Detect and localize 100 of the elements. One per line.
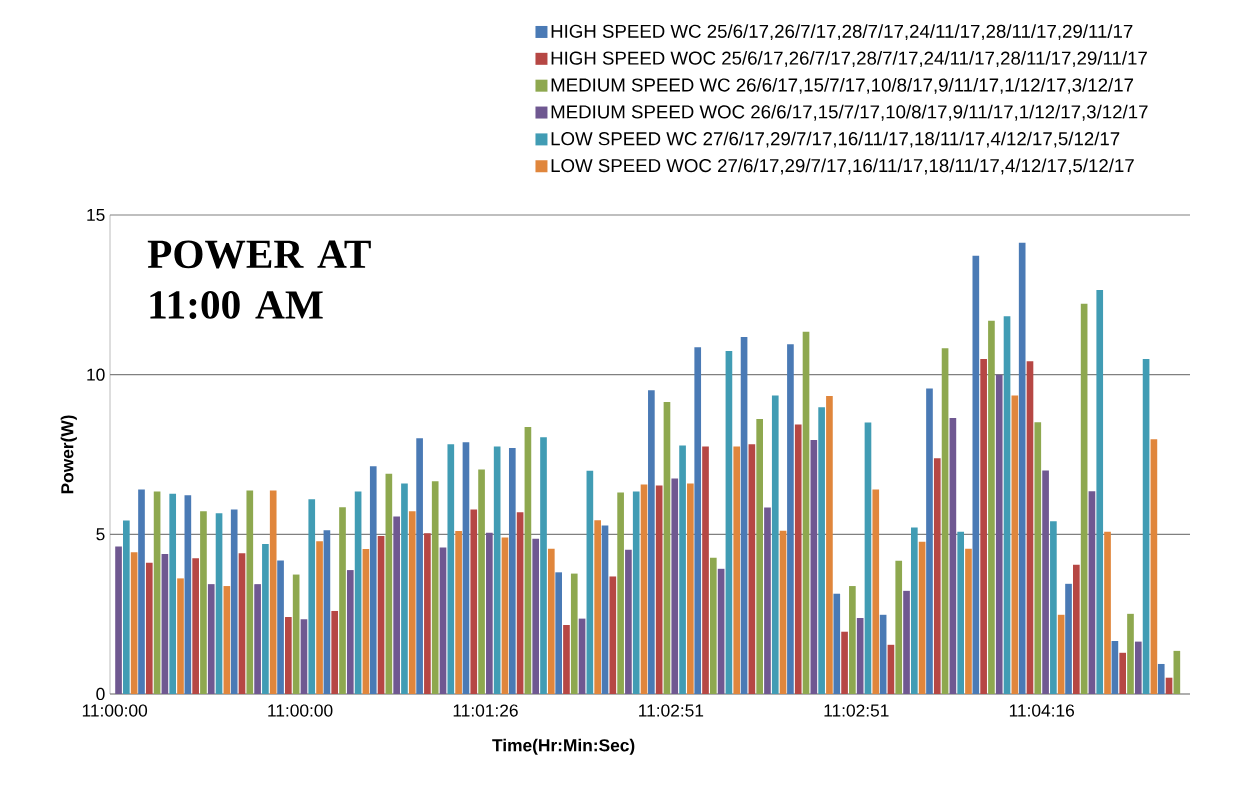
bar — [493, 446, 501, 694]
bar — [1173, 650, 1181, 694]
bar — [957, 531, 965, 694]
bar — [1018, 242, 1026, 694]
bar — [532, 538, 540, 694]
bar — [586, 470, 594, 694]
legend-label: LOW SPEED WOC 27/6/17,29/7/17,16/11/17,18/11/17,4/12/17,5/12/17 — [551, 158, 1134, 175]
bar — [462, 442, 470, 694]
bar — [1104, 531, 1111, 694]
bar — [339, 507, 346, 694]
bar — [401, 483, 408, 694]
x-axis-title: Time(Hr:Min:Sec) — [492, 738, 635, 755]
bar — [1150, 439, 1158, 694]
bar — [617, 492, 624, 694]
bar — [455, 531, 462, 694]
legend-label: MEDIUM SPEED WC 26/6/17,15/7/17,10/8/17,9/11/17,1/12/17,3/12/17 — [551, 77, 1134, 94]
bar — [1065, 583, 1072, 694]
bar — [354, 491, 362, 694]
bar — [540, 437, 547, 694]
bar — [988, 320, 995, 694]
bar — [184, 495, 192, 694]
bar — [1080, 303, 1088, 694]
bar — [200, 511, 207, 694]
bar — [965, 548, 972, 694]
bar — [818, 407, 825, 694]
bar — [1042, 470, 1049, 694]
bar — [872, 489, 880, 694]
bar — [841, 631, 848, 694]
bar — [478, 469, 485, 694]
bar — [331, 610, 339, 694]
bar — [864, 422, 872, 694]
bar — [648, 390, 655, 694]
bar — [439, 547, 447, 694]
bar — [879, 614, 887, 694]
y-tick-label: 10 — [87, 368, 105, 381]
bar — [130, 552, 138, 694]
bar — [1003, 316, 1011, 694]
bar — [856, 617, 864, 694]
bar — [895, 560, 903, 694]
bar — [1073, 564, 1080, 694]
bar — [192, 558, 199, 694]
bar — [594, 520, 601, 694]
bar — [933, 458, 941, 694]
bar — [369, 466, 377, 694]
bar — [1142, 359, 1150, 694]
legend-label: LOW SPEED WC 27/6/17,29/7/17,16/11/17,18/11/17,4/12/17,5/12/17 — [551, 131, 1120, 148]
bar — [385, 473, 393, 694]
bar — [1111, 640, 1119, 694]
text: POWER AT 11:00 AM — [147, 240, 371, 320]
bar — [833, 593, 841, 694]
bar — [153, 491, 161, 694]
bar — [254, 584, 261, 694]
bar — [609, 576, 617, 694]
bar — [207, 584, 215, 694]
bar — [740, 336, 748, 694]
bar — [246, 490, 254, 694]
bar — [779, 530, 787, 694]
bar — [362, 549, 370, 694]
bar — [1119, 652, 1127, 694]
bar — [748, 444, 756, 694]
bar — [424, 533, 431, 694]
bar — [161, 554, 169, 694]
bar — [563, 625, 570, 694]
bar — [416, 438, 423, 694]
bar — [308, 499, 316, 694]
legend-label: HIGH SPEED WC 25/6/17,26/7/17,28/7/17,24/11/17,28/11/17,29/11/17 — [551, 24, 1133, 41]
bar — [756, 419, 763, 694]
bar — [377, 535, 385, 694]
bar — [655, 485, 663, 694]
bar — [1157, 663, 1165, 694]
bar — [1096, 290, 1104, 694]
bar — [316, 541, 323, 694]
bar — [733, 446, 741, 694]
x-tick-label: 11:00:00 — [268, 704, 333, 717]
bar — [516, 512, 524, 694]
bar — [995, 374, 1003, 694]
x-tick-label: 11:01:26 — [453, 704, 518, 717]
x-tick-label: 11:04:16 — [1009, 704, 1075, 717]
bar — [223, 586, 231, 694]
bar — [1011, 395, 1019, 694]
bar — [1034, 422, 1042, 694]
bar — [794, 424, 802, 694]
bar — [1127, 613, 1134, 694]
bar — [810, 440, 818, 694]
bar — [972, 255, 980, 694]
legend-label: HIGH SPEED WOC 25/6/17,26/7/17,28/7/17,24/11/17,28/11/17,29/11/17 — [551, 51, 1147, 67]
bar — [687, 483, 694, 694]
bar — [663, 402, 671, 694]
bar — [524, 427, 532, 694]
bar — [717, 568, 725, 694]
bar — [578, 618, 586, 694]
bar — [725, 351, 733, 694]
bar — [169, 493, 177, 694]
bar — [1057, 614, 1065, 694]
bar — [238, 553, 246, 694]
bar — [926, 388, 933, 694]
bar — [903, 590, 910, 694]
bar — [408, 511, 416, 694]
bar — [949, 418, 957, 694]
bar — [508, 448, 516, 694]
